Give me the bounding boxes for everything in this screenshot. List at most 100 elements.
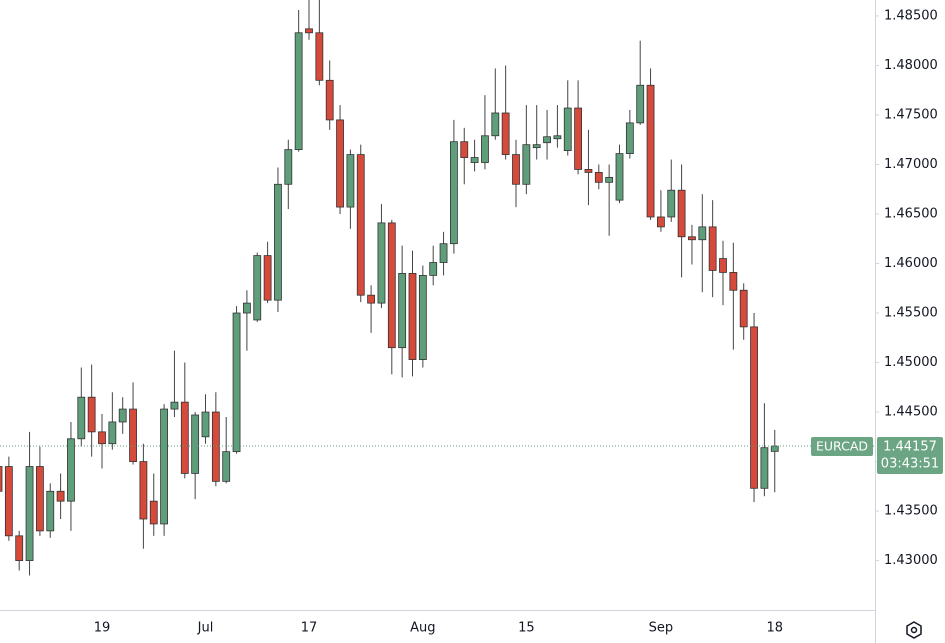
x-tick-label: Aug <box>410 621 435 636</box>
candle-body <box>512 154 520 185</box>
candle-body <box>356 154 365 296</box>
candle-body <box>336 119 344 208</box>
candle-body <box>274 183 282 301</box>
price-tag <box>877 437 943 475</box>
candle-body <box>470 157 479 163</box>
candle-body <box>646 84 655 218</box>
x-tick-label: 19 <box>94 621 111 636</box>
candle-body <box>191 414 200 474</box>
candle-body <box>408 273 417 360</box>
candle-body <box>67 438 75 502</box>
candle-body <box>729 272 738 291</box>
candle-body <box>87 396 96 433</box>
y-tick-label: 1.47500 <box>884 107 938 122</box>
y-tick-label: 1.43000 <box>884 553 938 568</box>
candle-body <box>56 490 65 502</box>
candle-body <box>180 401 189 474</box>
candle-body <box>636 84 645 124</box>
candle-body <box>25 466 34 561</box>
candle-body <box>108 421 117 445</box>
candle-body <box>574 107 582 170</box>
candle-body <box>222 451 231 482</box>
settings-icon[interactable] <box>906 621 922 639</box>
candle-body <box>553 135 562 140</box>
candle-body <box>522 144 531 185</box>
y-tick-label: 1.43500 <box>884 504 938 519</box>
candle-body <box>149 500 158 525</box>
symbol-tag <box>811 437 873 457</box>
candle-body <box>418 274 427 360</box>
candle-body <box>594 172 603 183</box>
x-tick-label: 17 <box>301 621 318 636</box>
candle-body <box>532 144 541 149</box>
candle-body <box>657 216 665 228</box>
candle-body <box>4 466 13 537</box>
candle-body <box>460 141 469 158</box>
candle-body <box>170 401 179 410</box>
candle-body <box>232 312 241 453</box>
candle-body <box>677 189 686 238</box>
last-price-label: 1.44157 <box>883 440 937 455</box>
candle-body <box>315 32 324 81</box>
candle-body <box>563 107 572 152</box>
candle-body <box>605 176 614 183</box>
y-tick-label: 1.46000 <box>884 256 938 271</box>
y-tick-label: 1.48500 <box>884 8 938 23</box>
settings-hexagon[interactable] <box>906 621 922 639</box>
candle-body <box>760 447 769 489</box>
candle-body <box>584 169 593 173</box>
candle-body <box>739 289 748 328</box>
candle-body <box>750 326 758 489</box>
candle-body <box>118 408 127 423</box>
candle-body <box>325 79 334 121</box>
candle-body <box>688 236 696 241</box>
candle-body <box>708 226 717 271</box>
x-tick-label: Jul <box>197 621 214 636</box>
y-tick-label: 1.47000 <box>884 157 938 172</box>
y-tick-label: 1.48000 <box>884 58 938 73</box>
candle-body <box>294 32 303 151</box>
candle-body <box>15 535 24 561</box>
symbol-label: EURCAD <box>816 439 868 454</box>
y-tick-label: 1.46500 <box>884 206 938 221</box>
candle-body <box>367 294 376 304</box>
countdown-label: 03:43:51 <box>881 457 939 472</box>
candle-body <box>543 136 551 144</box>
candle-body <box>98 431 106 445</box>
candle-body <box>77 396 86 440</box>
candle-body <box>242 302 251 314</box>
candle-body <box>0 466 3 492</box>
candle-body <box>36 466 44 532</box>
candle-body <box>698 226 707 241</box>
x-tick-label: Sep <box>649 621 674 636</box>
candle-body <box>387 222 396 349</box>
candle-body <box>615 153 624 201</box>
x-tick-label: 15 <box>518 621 535 636</box>
candle-body <box>129 408 137 462</box>
y-tick-label: 1.45500 <box>884 306 938 321</box>
candle-body <box>201 411 210 438</box>
candle-body <box>667 189 676 218</box>
candle-body <box>481 135 489 163</box>
candle-body <box>491 112 500 137</box>
candle-body <box>253 255 262 321</box>
y-tick-label: 1.44500 <box>884 405 938 420</box>
candle-body <box>398 273 407 349</box>
candle-body <box>439 243 448 263</box>
candle-body <box>284 149 293 185</box>
candle-body <box>263 255 272 301</box>
candle-body <box>346 154 355 208</box>
candle-body <box>211 411 220 482</box>
candle-body <box>160 408 169 525</box>
candle-body <box>139 461 148 520</box>
candle-body <box>501 112 510 155</box>
candle-body <box>719 258 727 273</box>
candle-body <box>305 28 313 34</box>
candle-body <box>770 445 779 452</box>
x-tick-label: 18 <box>766 621 783 636</box>
candle-body <box>449 141 458 245</box>
candle-body <box>46 490 55 532</box>
settings-dot[interactable] <box>910 626 918 634</box>
